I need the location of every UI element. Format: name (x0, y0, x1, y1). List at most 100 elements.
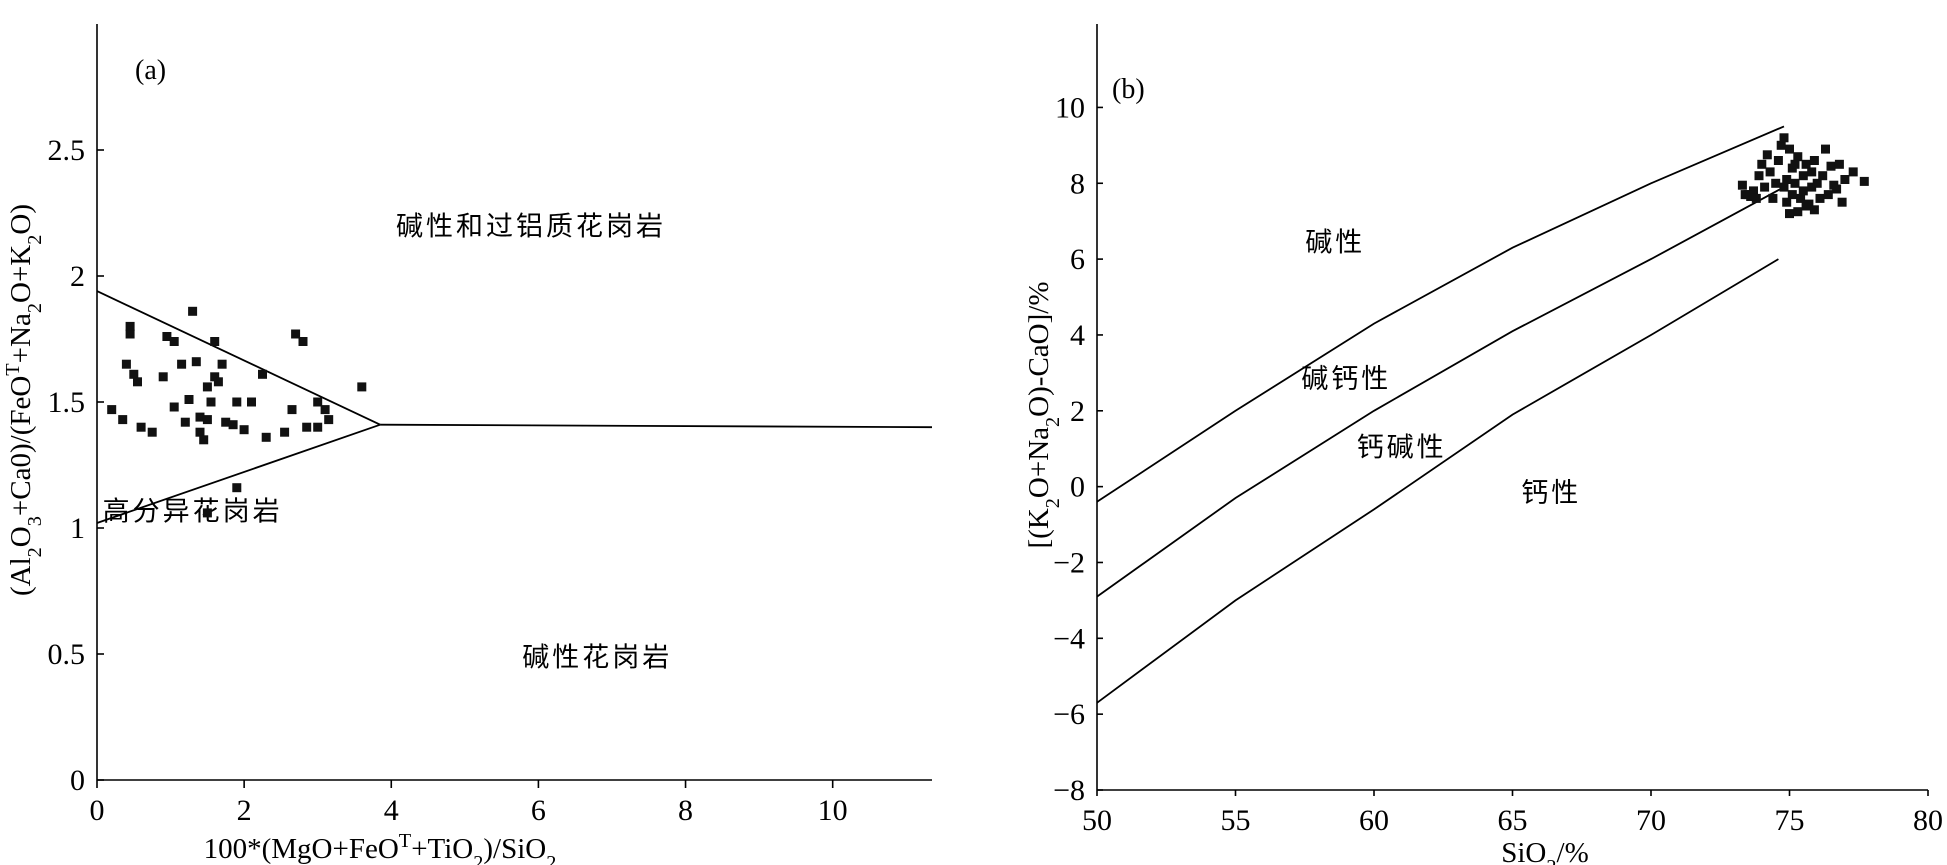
data-point (199, 435, 209, 445)
data-point (291, 329, 301, 339)
region-label: 高分异花岗岩 (103, 496, 283, 527)
data-point (1771, 178, 1781, 188)
field-boundary-line (1096, 258, 1779, 704)
y-tick-label: 0.5 (48, 638, 86, 671)
data-point (202, 508, 212, 518)
data-point (239, 425, 249, 435)
data-point (1821, 144, 1830, 154)
data-point (1801, 201, 1811, 211)
data-point (1762, 150, 1772, 160)
y-axis-title: [(K2O+Na2O)-CaO]/% (1023, 282, 1064, 549)
data-point (210, 372, 220, 382)
data-point (1812, 178, 1822, 188)
data-point (158, 372, 168, 382)
y-tick-label: −8 (1053, 774, 1085, 807)
data-point (188, 306, 198, 316)
data-point (357, 382, 367, 392)
data-point (1779, 133, 1789, 143)
x-tick-label: 0 (90, 794, 105, 827)
region-label: 碱性和过铝质花岗岩 (396, 212, 666, 243)
x-axis-title: SiO2/% (1501, 837, 1589, 865)
x-tick-label: 60 (1359, 804, 1389, 837)
data-point (147, 427, 157, 437)
y-tick-label: 1 (70, 512, 85, 545)
data-point (1757, 159, 1767, 169)
x-tick-label: 10 (818, 794, 848, 827)
data-point (1743, 190, 1753, 200)
region-label: 钙碱性 (1357, 432, 1447, 463)
field-boundary-line (1096, 186, 1785, 598)
data-point (202, 415, 212, 425)
data-point (125, 329, 135, 339)
panel-label: (b) (1112, 74, 1145, 105)
x-tick-label: 50 (1082, 804, 1112, 837)
data-point (107, 405, 117, 415)
field-boundary-line (380, 423, 933, 429)
data-point (195, 427, 205, 437)
x-tick-label: 70 (1636, 804, 1666, 837)
data-point (213, 377, 223, 387)
y-tick-label: 6 (1070, 243, 1085, 276)
y-tick-label: 2 (1070, 395, 1085, 428)
data-point (280, 427, 290, 437)
y-axis-title: (Al2O3+Ca0)/(FeOT+Na2O+K2O) (2, 204, 46, 596)
data-point (195, 412, 205, 422)
data-point (1837, 197, 1847, 207)
y-tick-label: 1.5 (48, 386, 86, 419)
data-point (125, 321, 135, 331)
data-point (206, 397, 216, 407)
data-point (202, 382, 212, 392)
x-tick-label: 4 (384, 794, 399, 827)
data-point (247, 397, 256, 407)
data-point (1749, 186, 1758, 196)
data-point (1773, 156, 1783, 165)
data-point (1823, 190, 1833, 200)
y-tick-label: 10 (1055, 91, 1085, 124)
data-point (1832, 184, 1842, 194)
data-point (232, 397, 242, 407)
y-tick-label: 2 (70, 260, 85, 293)
data-point (121, 359, 131, 369)
data-point (1815, 193, 1825, 203)
data-point (228, 420, 238, 430)
data-point (1776, 140, 1786, 150)
data-point (1737, 180, 1747, 190)
data-point (162, 332, 172, 341)
y-tick-label: 2.5 (48, 134, 86, 167)
data-point (1826, 161, 1836, 171)
x-tick-label: 2 (237, 794, 252, 827)
data-point (1801, 159, 1811, 169)
x-tick-label: 65 (1498, 804, 1528, 837)
y-tick-label: −6 (1053, 698, 1085, 731)
data-point (1760, 182, 1770, 192)
y-tick-label: 0 (70, 764, 85, 797)
data-point (232, 483, 242, 493)
data-point (1834, 159, 1844, 169)
data-point (313, 422, 323, 432)
data-point (1782, 197, 1792, 207)
data-point (1754, 171, 1764, 181)
data-point (169, 337, 179, 346)
data-point (1790, 178, 1800, 188)
y-tick-label: 0 (1070, 471, 1085, 504)
data-point (1796, 193, 1806, 203)
data-point (210, 337, 220, 346)
data-point (1785, 209, 1794, 219)
x-axis-title: 100*(MgO+FeOT+TiO2)/SiO2 (204, 830, 557, 865)
data-point (1809, 205, 1819, 215)
x-tick-label: 8 (678, 794, 693, 827)
region-label: 钙性 (1521, 478, 1581, 509)
field-boundary-line (96, 423, 381, 524)
panel-b: 50 55 60 65 70 75 80 −8 −6 −4 −2 0 2 4 6 8 10 (b) 碱性碱钙性钙碱性… (1023, 24, 1943, 865)
data-point (1765, 167, 1775, 177)
data-point (298, 337, 308, 346)
data-point (287, 405, 297, 415)
data-point (320, 405, 330, 415)
data-point (1807, 167, 1817, 177)
x-tick-label: 6 (531, 794, 546, 827)
field-boundary-line (1096, 125, 1785, 503)
region-label: 碱钙性 (1301, 364, 1391, 395)
data-point (1809, 156, 1819, 165)
data-point (1785, 144, 1794, 154)
